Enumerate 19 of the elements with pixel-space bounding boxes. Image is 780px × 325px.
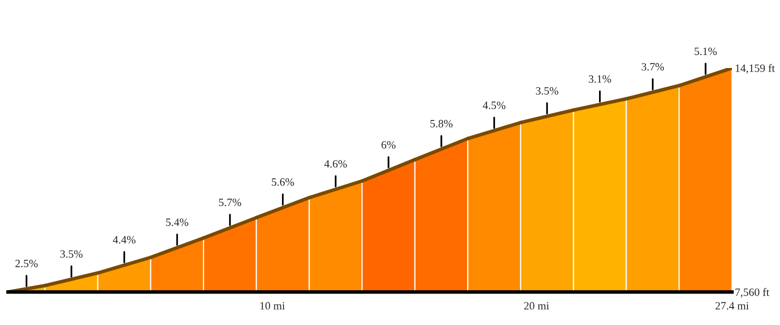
annotation: 3.5% [60, 250, 83, 258]
annotation: 3.5% [536, 87, 558, 95]
annotation: 5.7% [219, 198, 242, 206]
annotation: 4.5% [482, 102, 506, 110]
annotation: 5.4% [166, 218, 188, 226]
annotation: 4.4% [112, 236, 136, 244]
annotation: 4.6% [324, 160, 347, 168]
annotation: 5.6% [272, 178, 294, 186]
x-tick-label: 10 mi [260, 302, 285, 310]
annotation: 3.1% [588, 75, 612, 83]
x-tick-label: 20 mi [524, 302, 550, 310]
annotation: 3.7% [642, 63, 664, 71]
y-tick-label: 14,159 ft [736, 64, 775, 74]
annotation: 6% [382, 141, 396, 149]
x-tick-label: 27.4 mi [716, 302, 749, 310]
y-tick-label: 7,560 ft [736, 288, 770, 298]
annotation: 2.5% [15, 260, 38, 268]
annotation: 5.1% [694, 48, 717, 56]
annotation: 5.8% [430, 120, 453, 128]
